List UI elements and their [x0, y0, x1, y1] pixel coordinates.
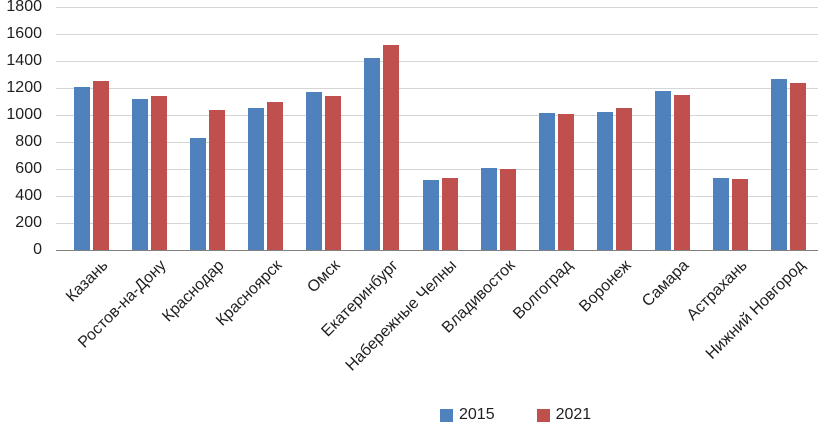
legend-label-2021: 2021 [555, 406, 592, 423]
y-axis-tick-label: 1800 [6, 0, 42, 15]
gridline [56, 88, 818, 89]
x-axis-category-label: Нижний Новгород [703, 257, 809, 363]
bar-2021 [732, 179, 749, 250]
x-axis-category-label: Самара [639, 257, 693, 311]
legend-swatch-2015 [440, 408, 453, 422]
bar-2015 [422, 179, 439, 250]
bar-2015 [73, 87, 90, 250]
x-axis-category-label: Омск [304, 257, 344, 297]
bar-2015 [364, 57, 381, 250]
bar-group [236, 7, 294, 250]
y-axis-tick-label: 0 [33, 241, 42, 258]
bar-2015 [538, 112, 555, 250]
x-axis-category-label: Казань [62, 257, 112, 306]
x-axis-category-label: Волгоград [510, 257, 577, 323]
bar-2021 [441, 177, 458, 250]
x-axis-line [56, 250, 818, 251]
y-axis-tick-label: 1600 [6, 25, 42, 42]
bar-group [353, 7, 411, 250]
gridline [56, 61, 818, 62]
bar-group [527, 7, 585, 250]
bar-2021 [92, 80, 109, 250]
bar-2015 [655, 91, 672, 250]
bar-2015 [480, 168, 497, 250]
bar-2021 [208, 110, 225, 250]
x-axis-category-label: Набережные Челны [342, 257, 461, 375]
y-axis-tick-label: 1400 [6, 52, 42, 69]
bar-2021 [267, 101, 284, 250]
plot-area [62, 7, 818, 250]
bar-2021 [557, 114, 574, 250]
bar-group [120, 7, 178, 250]
bar-2015 [713, 177, 730, 250]
legend-item-2015: 2015 [440, 406, 495, 424]
gridline [56, 34, 818, 35]
bar-group [411, 7, 469, 250]
legend-label-2015: 2015 [459, 406, 495, 423]
bar-2021 [499, 169, 516, 250]
bar-2021 [325, 96, 342, 250]
bar-group [178, 7, 236, 250]
y-axis-tick-label: 600 [15, 160, 42, 177]
bar-2021 [383, 44, 400, 250]
y-axis-tick-label: 800 [15, 133, 42, 150]
legend: 2015 2021 [440, 406, 591, 424]
bar-group [702, 7, 760, 250]
bar-2021 [615, 108, 632, 250]
bar-2021 [150, 96, 167, 250]
bar-group [644, 7, 702, 250]
bar-2015 [189, 137, 206, 250]
bar-2015 [248, 108, 265, 250]
gridline [56, 7, 818, 8]
bar-2021 [674, 95, 691, 250]
y-axis-tick-label: 1200 [6, 79, 42, 96]
bar-2021 [790, 82, 807, 250]
y-axis-tick-label: 1000 [6, 106, 42, 123]
y-axis-tick-label: 200 [15, 214, 42, 231]
bar-group [295, 7, 353, 250]
bar-2015 [771, 78, 788, 250]
gridline [56, 169, 818, 170]
bar-group [62, 7, 120, 250]
bar-group [469, 7, 527, 250]
bar-2015 [596, 111, 613, 250]
bar-group [585, 7, 643, 250]
y-axis-tick-label: 400 [15, 187, 42, 204]
legend-swatch-2021 [536, 408, 550, 422]
x-axis-category-label: Воронеж [576, 257, 635, 316]
bar-group [760, 7, 818, 250]
gridline [56, 142, 818, 143]
bar-2015 [131, 99, 148, 250]
legend-item-2021: 2021 [536, 406, 592, 424]
bar-2015 [306, 92, 323, 250]
gridline [56, 115, 818, 116]
